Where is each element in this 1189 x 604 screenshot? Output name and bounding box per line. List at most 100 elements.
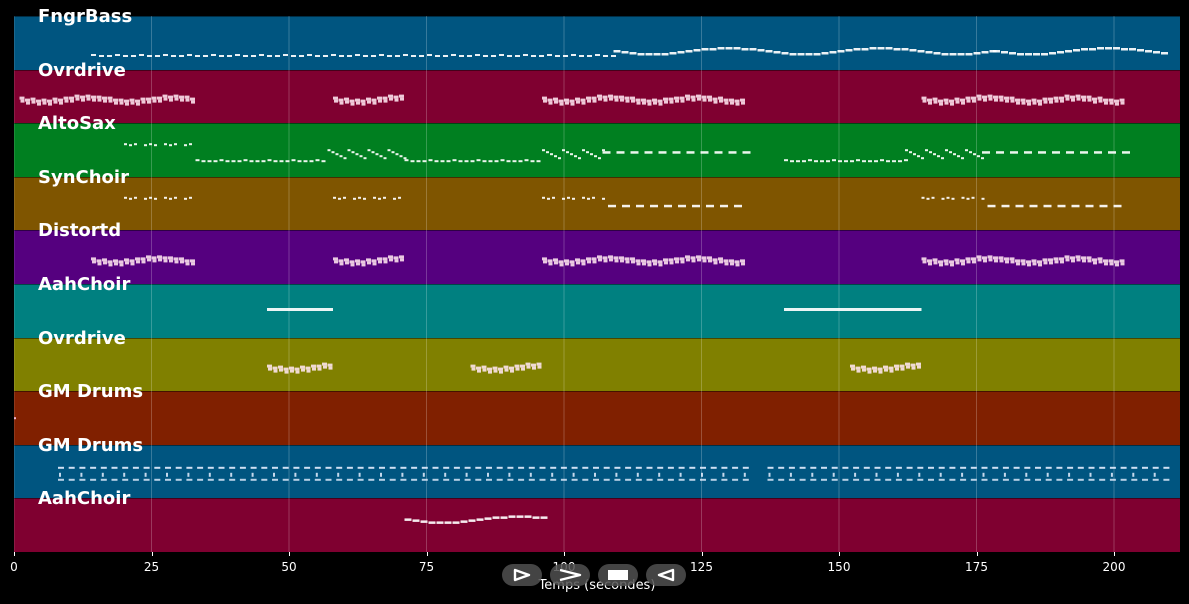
note	[487, 367, 492, 371]
note	[593, 466, 599, 469]
note	[551, 472, 554, 477]
note	[273, 369, 278, 373]
note	[400, 466, 407, 469]
note	[702, 98, 707, 102]
track-lane	[14, 337, 1180, 392]
note	[642, 262, 646, 266]
note	[1017, 53, 1024, 56]
note	[602, 151, 611, 154]
note	[999, 259, 1004, 263]
note	[124, 99, 129, 103]
note	[895, 478, 902, 481]
note	[366, 97, 371, 101]
note	[832, 472, 835, 477]
note	[719, 260, 723, 264]
note	[1038, 263, 1042, 267]
note	[572, 472, 575, 477]
note	[719, 99, 723, 103]
note	[162, 94, 168, 98]
note	[530, 160, 535, 163]
note	[622, 204, 630, 208]
note	[972, 99, 976, 103]
note	[1086, 95, 1092, 99]
note	[592, 196, 595, 199]
note	[603, 478, 610, 481]
note	[1059, 257, 1064, 261]
note	[102, 258, 107, 262]
note	[886, 160, 890, 163]
note	[411, 478, 418, 481]
note	[668, 97, 674, 101]
note	[721, 466, 728, 469]
note	[578, 157, 581, 160]
note	[304, 466, 311, 469]
note	[571, 54, 576, 56]
note	[375, 153, 379, 156]
note	[80, 472, 83, 477]
note	[883, 365, 888, 369]
note	[129, 259, 135, 263]
note	[1099, 478, 1106, 481]
note	[389, 258, 393, 262]
note	[540, 516, 548, 519]
note	[1073, 49, 1080, 52]
note	[1098, 99, 1103, 103]
note	[863, 478, 870, 481]
note	[965, 96, 971, 100]
stop-button[interactable]	[598, 564, 638, 586]
note	[1024, 466, 1031, 469]
note	[1043, 261, 1048, 265]
note	[635, 98, 641, 102]
note	[689, 466, 696, 469]
note	[358, 472, 361, 477]
note	[403, 157, 407, 160]
note	[103, 261, 107, 265]
note	[334, 260, 338, 264]
note	[906, 478, 913, 481]
note	[344, 97, 349, 101]
note	[1010, 151, 1018, 154]
note	[797, 53, 805, 56]
rewind-button[interactable]	[646, 564, 686, 586]
note	[1024, 478, 1031, 481]
note	[219, 55, 224, 57]
note	[383, 157, 387, 160]
play-button[interactable]	[502, 564, 542, 586]
note	[482, 160, 487, 163]
note	[1108, 151, 1116, 154]
note	[379, 466, 385, 469]
note	[1005, 99, 1009, 103]
note	[602, 197, 605, 200]
note	[625, 478, 632, 481]
note	[305, 366, 311, 370]
note	[173, 94, 179, 98]
note	[1025, 53, 1032, 56]
note	[1057, 204, 1066, 208]
note	[734, 204, 742, 208]
forward-button[interactable]	[550, 564, 590, 586]
note	[893, 48, 901, 51]
note	[721, 478, 728, 481]
note	[382, 96, 388, 100]
note	[949, 151, 952, 154]
note	[331, 54, 336, 56]
note	[1161, 52, 1168, 55]
note	[130, 262, 135, 266]
note	[1057, 51, 1064, 54]
note	[1026, 260, 1031, 264]
note	[1070, 256, 1075, 260]
note	[339, 55, 344, 57]
note	[475, 466, 482, 469]
note	[419, 55, 424, 57]
note	[586, 257, 591, 261]
note	[267, 308, 333, 311]
note	[611, 55, 616, 57]
note	[1065, 50, 1072, 53]
note	[539, 55, 544, 57]
note	[778, 478, 785, 481]
note	[581, 262, 586, 266]
note	[950, 263, 954, 267]
x-tick-mark	[839, 552, 840, 556]
note	[125, 261, 129, 265]
note	[987, 94, 993, 98]
